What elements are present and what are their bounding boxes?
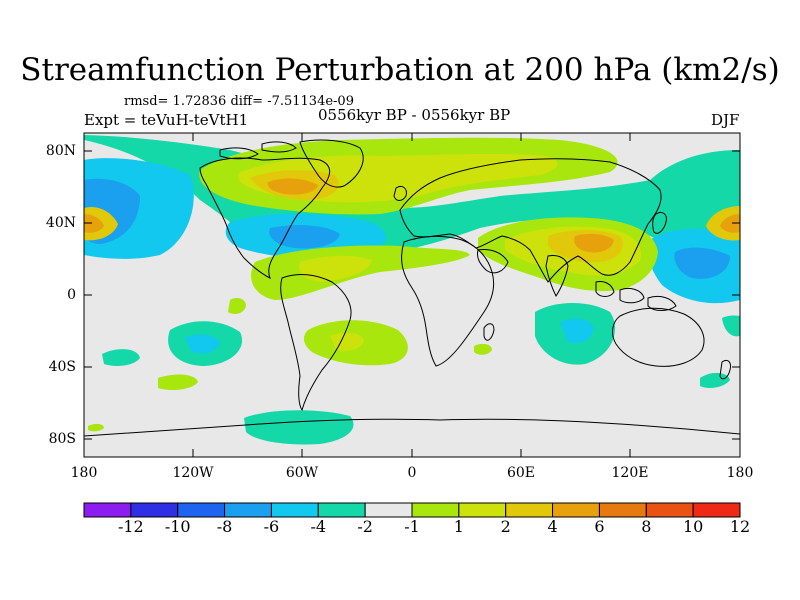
colorbar-label: -10 [164,517,191,536]
colorbar-label: -4 [310,517,327,536]
period-label: 0556kyr BP - 0556kyr BP [318,106,511,124]
coast-south-america [280,274,352,412]
colorbar [83,502,741,518]
coast-madagascar [483,323,495,341]
contour-pos-tropical-atlantic-core [299,255,372,282]
colorbar-label: 1 [453,517,464,536]
contour-pos-antarctic-small [88,423,104,432]
colorbar-box [411,502,460,518]
contour-pos-asia-peak [574,233,614,253]
coast-india [545,255,569,297]
colorbar-label: 2 [500,517,511,536]
colorbar-box [177,502,226,518]
contour-neg-pacific-east-core [674,247,730,279]
colorbar-box [270,502,319,518]
colorbar-box [458,502,507,518]
colorbar-label: -6 [263,517,280,536]
colorbar-box [645,502,694,518]
contour-neg-east-edge [722,315,740,337]
lon-label-60e: 60E [506,465,536,481]
contour-pos-na-peak [267,178,318,195]
coast-arabia [477,249,509,274]
colorbar-label: 6 [594,517,605,536]
coast-europe-asia [399,158,662,283]
lat-label-80s: 80S [48,431,76,447]
lat-label-40s: 40S [48,359,76,375]
colorbar-label: -2 [357,517,373,536]
colorbar-label: -8 [216,517,233,536]
colorbar-label: -1 [404,517,420,536]
contour-pos-east-pacific-small [700,372,730,388]
colorbar-box [317,502,366,518]
colorbar-box [83,502,132,518]
contour-pos-indian-small [474,343,492,355]
lon-label-0: 0 [407,465,417,481]
colorbar-box [598,502,647,518]
colorbar-box [505,502,554,518]
contour-neg-antarctic [244,410,354,445]
lon-label-120e: 120E [611,465,649,481]
coast-uk [393,185,407,201]
lon-label-180w: 180 [70,465,98,481]
lon-label-60w: 60W [285,465,319,481]
lat-label-0: 0 [67,287,76,303]
colorbar-box [130,502,179,518]
experiment-label: Expt = teVuH-teVtH1 [84,111,249,129]
contour-field [84,135,740,445]
lon-label-120w: 120W [172,465,214,481]
coast-new-zealand [719,359,731,380]
coast-antarctica [84,418,740,437]
colorbar-label: 4 [547,517,558,536]
coast-greenland [299,139,364,188]
season-label: DJF [711,111,740,129]
contour-neg-south-pacific-small [102,349,140,366]
contour-pos-south-pacific-a [228,298,246,314]
colorbar-box [552,502,600,518]
coastlines [84,139,740,437]
colorbar-label: 12 [729,517,751,536]
colorbar-box [224,502,272,518]
chart-title: Streamfunction Perturbation at 200 hPa (… [20,52,780,88]
lat-label-80n: 80N [45,143,76,159]
contour-neg-indian-core [560,318,594,344]
colorbar-label: -12 [117,517,144,536]
coast-north-america [199,157,331,280]
axis-ticks [84,133,740,457]
coast-africa [401,235,495,367]
coast-australia [612,307,705,367]
lat-label-40n: 40N [45,215,76,231]
contour-neg-atlantic-core [269,225,340,249]
colorbar-label: 10 [682,517,704,536]
lon-label-180e: 180 [726,465,754,481]
contour-neg-south-pacific-core [185,334,220,354]
colorbar-label: 8 [641,517,652,536]
coast-canadian-arctic [219,141,297,160]
coast-japan [652,211,667,234]
contour-pos-south-pacific-b [158,374,198,390]
contour-pos-dateline-east-core [720,214,740,233]
rmsd-diff-label: rmsd= 1.72836 diff= -7.51134e-09 [124,94,354,109]
colorbar-box [364,502,413,518]
contour-pos-dateline-west-core [84,214,104,233]
colorbar-box [692,502,741,518]
contour-pos-tropical-atlantic [251,245,470,300]
